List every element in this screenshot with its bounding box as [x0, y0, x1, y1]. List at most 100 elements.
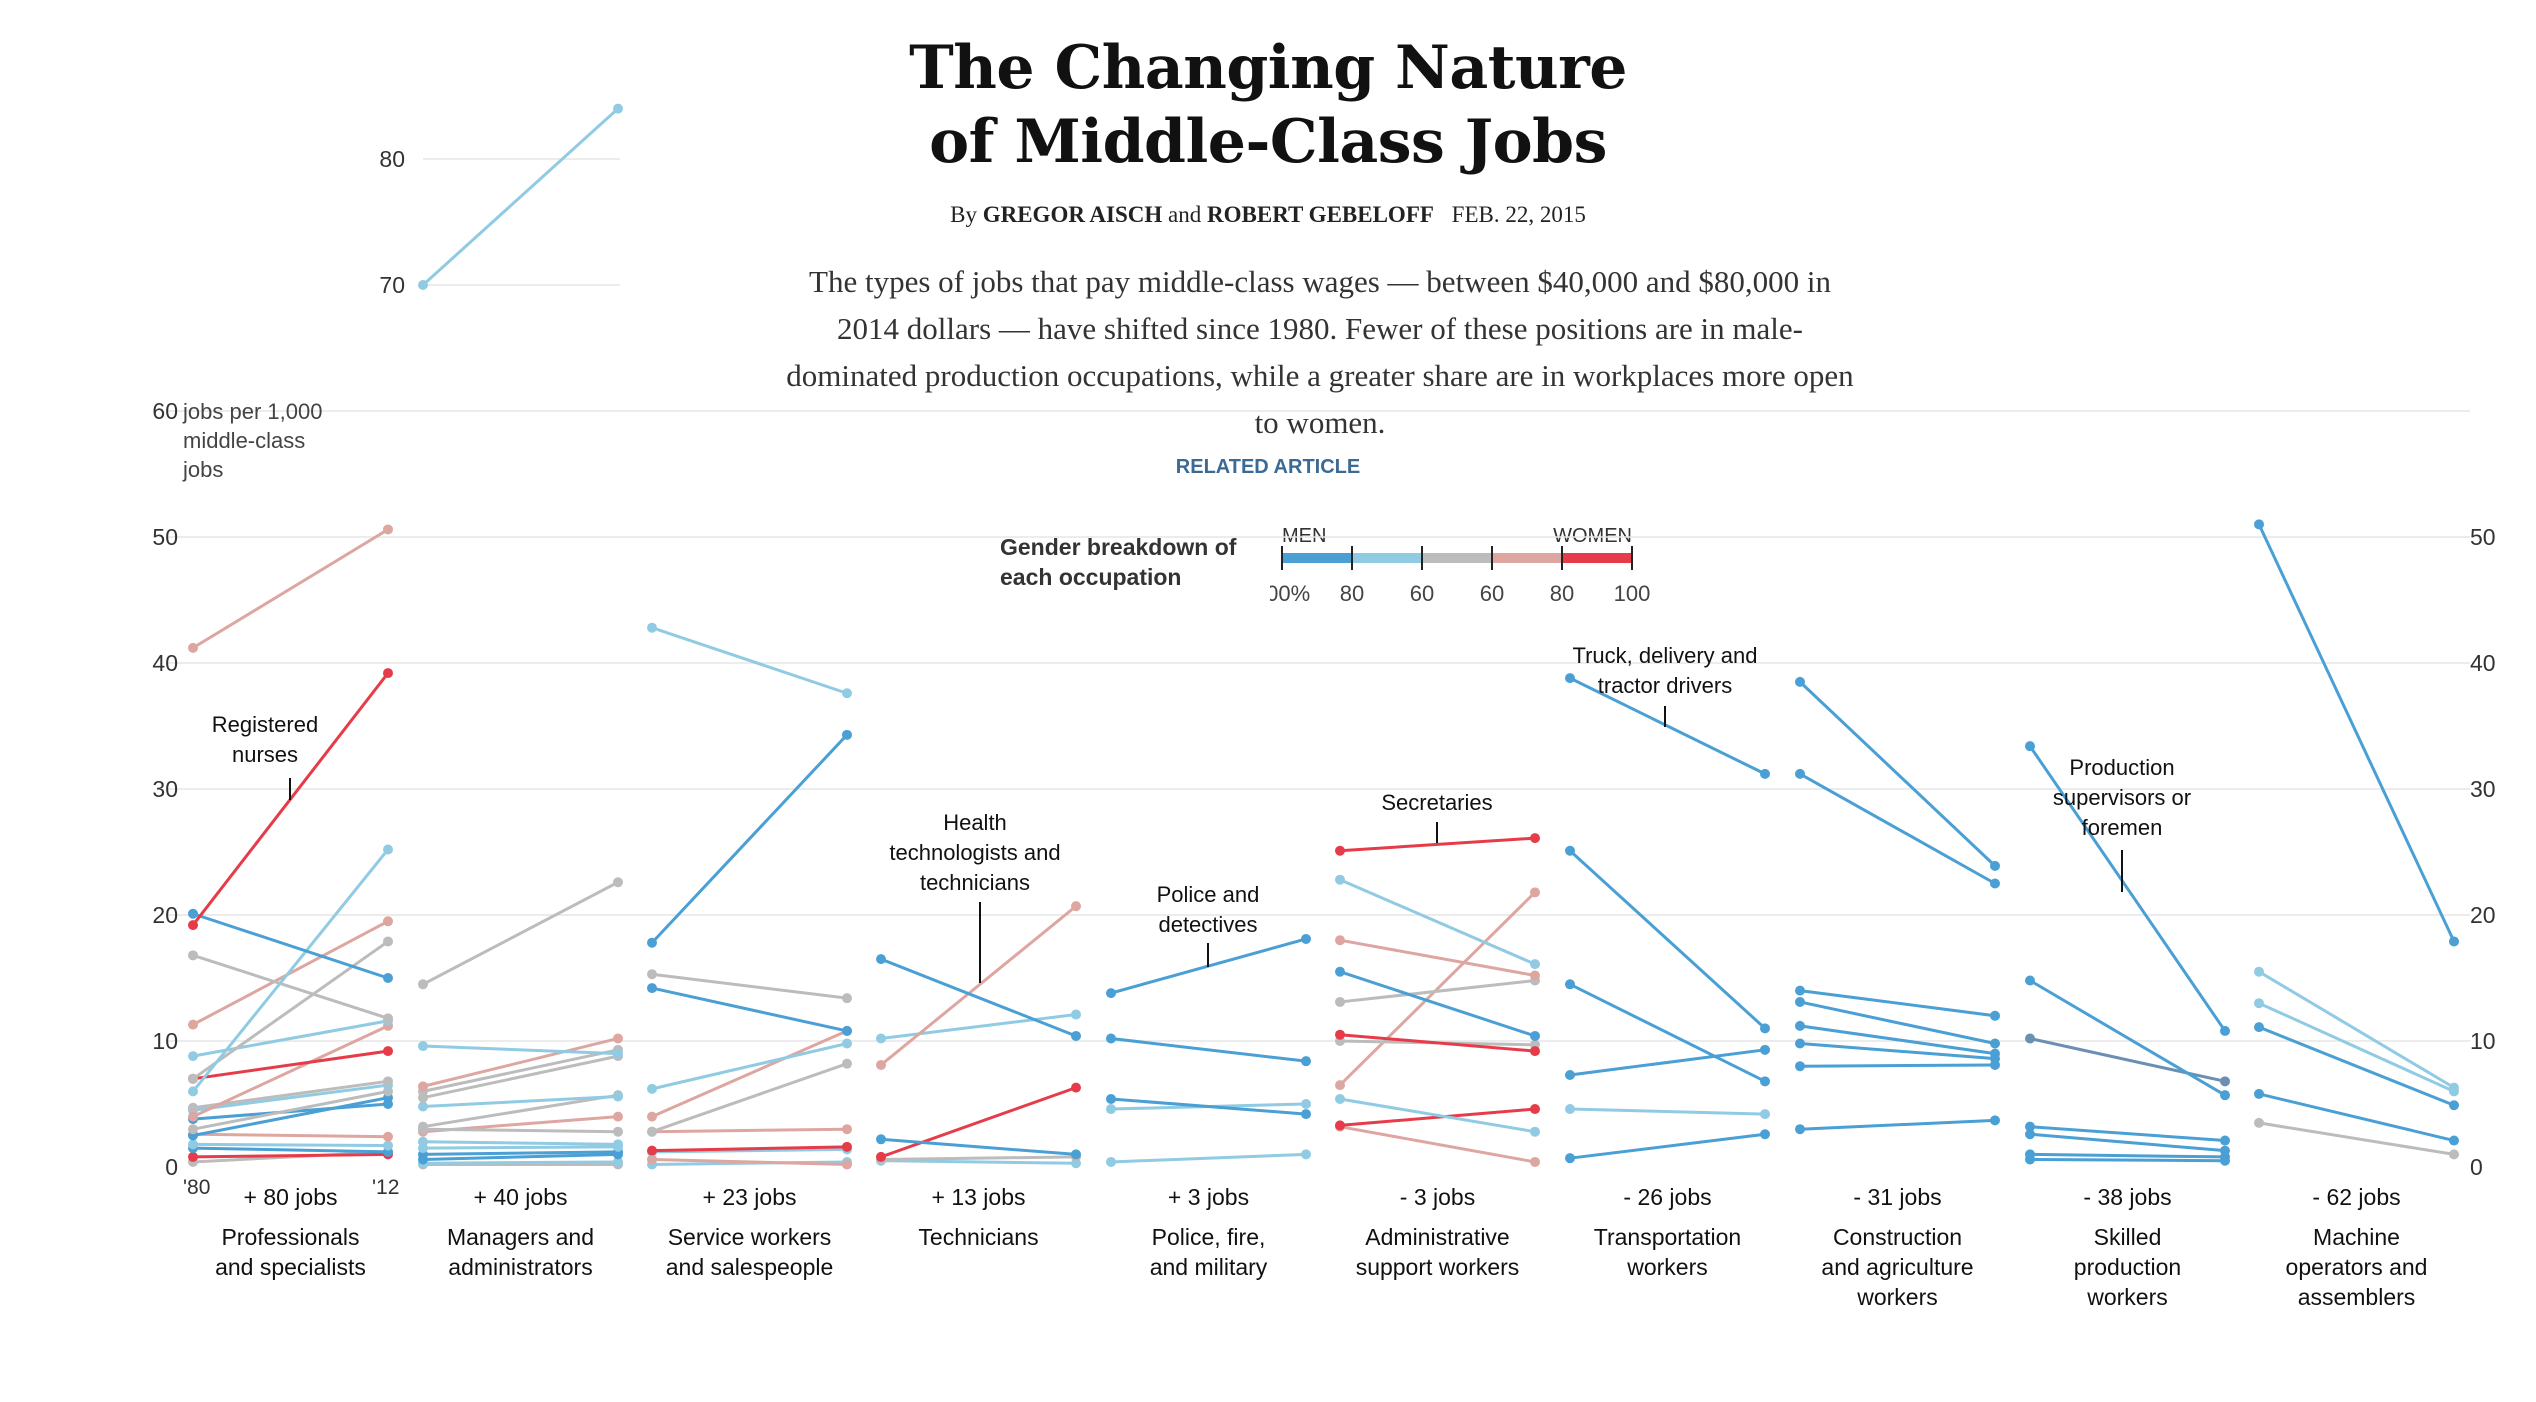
series-point-end[interactable] — [842, 993, 852, 1004]
series-point-start[interactable] — [1335, 935, 1345, 946]
series-point-start[interactable] — [1795, 996, 1805, 1007]
series-point-start[interactable] — [1335, 966, 1345, 977]
series-point-start[interactable] — [876, 1059, 886, 1070]
series-line[interactable] — [2257, 1025, 2456, 1107]
series-point-end[interactable] — [1071, 1082, 1081, 1093]
series-line[interactable] — [191, 919, 390, 1027]
series-point-start[interactable] — [2025, 975, 2035, 986]
series-line[interactable] — [2257, 1092, 2456, 1143]
series-point-end[interactable] — [1530, 959, 1540, 970]
series-point-start[interactable] — [188, 1139, 198, 1150]
series-line[interactable] — [191, 1083, 390, 1112]
series-point-start[interactable] — [1795, 1020, 1805, 1031]
series-point-end[interactable] — [383, 668, 393, 679]
series-point-start[interactable] — [1795, 1124, 1805, 1135]
series-point-end[interactable] — [1530, 887, 1540, 898]
series-point-end[interactable] — [613, 103, 623, 114]
series-point-end[interactable] — [613, 1048, 623, 1059]
series-point-start[interactable] — [1335, 874, 1345, 885]
series-line[interactable] — [421, 107, 620, 287]
series-point-end[interactable] — [1301, 1149, 1311, 1160]
series-line[interactable] — [1338, 1097, 1537, 1134]
series-point-end[interactable] — [1301, 933, 1311, 944]
series-point-end[interactable] — [2449, 1100, 2459, 1111]
series-point-end[interactable] — [2449, 1082, 2459, 1093]
series-point-end[interactable] — [613, 1139, 623, 1150]
series-point-start[interactable] — [2025, 1033, 2035, 1044]
series-point-start[interactable] — [876, 1134, 886, 1145]
series-point-end[interactable] — [383, 1140, 393, 1151]
series-point-start[interactable] — [2254, 1022, 2264, 1033]
series-line[interactable] — [1568, 1107, 1767, 1116]
series-point-end[interactable] — [2220, 1135, 2230, 1146]
series-point-end[interactable] — [1530, 1030, 1540, 1041]
series-point-end[interactable] — [1530, 1156, 1540, 1167]
series-point-start[interactable] — [418, 1136, 428, 1147]
series-line[interactable] — [421, 1044, 620, 1056]
series-point-end[interactable] — [1530, 1104, 1540, 1115]
series-point-start[interactable] — [418, 1121, 428, 1132]
series-line[interactable] — [1798, 1118, 1997, 1131]
series-line[interactable] — [879, 1013, 1078, 1040]
series-line[interactable] — [191, 847, 390, 1093]
series-point-end[interactable] — [2220, 1025, 2230, 1036]
series-point-start[interactable] — [1795, 985, 1805, 996]
series-point-end[interactable] — [383, 973, 393, 983]
series-line[interactable] — [421, 1094, 620, 1109]
series-line[interactable] — [1338, 938, 1537, 977]
series-point-start[interactable] — [647, 1111, 657, 1122]
series-line[interactable] — [421, 1160, 620, 1165]
series-point-end[interactable] — [1990, 1048, 2000, 1059]
series-point-start[interactable] — [1106, 988, 1116, 999]
series-line[interactable] — [1338, 1125, 1537, 1164]
series-line[interactable] — [1109, 1097, 1308, 1116]
series-point-end[interactable] — [613, 1111, 623, 1122]
series-line[interactable] — [879, 904, 1078, 1067]
byline-author-1[interactable]: GREGOR AISCH — [982, 202, 1163, 227]
series-point-start[interactable] — [2025, 1121, 2035, 1132]
series-point-start[interactable] — [188, 1151, 198, 1162]
series-point-end[interactable] — [842, 1038, 852, 1049]
series-line[interactable] — [1109, 1036, 1308, 1063]
series-line[interactable] — [650, 626, 849, 695]
series-point-end[interactable] — [1301, 1099, 1311, 1109]
series-line[interactable] — [191, 527, 390, 650]
series-point-start[interactable] — [647, 969, 657, 980]
series-line[interactable] — [2257, 522, 2456, 943]
series-point-start[interactable] — [1565, 1104, 1575, 1115]
series-line[interactable] — [1338, 890, 1537, 1087]
series-point-end[interactable] — [2220, 1076, 2230, 1087]
series-line[interactable] — [1798, 1000, 1997, 1046]
series-point-start[interactable] — [418, 1081, 428, 1092]
series-line[interactable] — [650, 986, 849, 1033]
series-line[interactable] — [191, 939, 390, 1081]
series-line[interactable] — [650, 733, 849, 945]
series-point-start[interactable] — [1106, 1033, 1116, 1044]
series-line[interactable] — [650, 1062, 849, 1134]
series-point-start[interactable] — [188, 1124, 198, 1135]
series-point-end[interactable] — [1760, 1076, 1770, 1087]
series-point-end[interactable] — [2449, 1149, 2459, 1160]
series-point-start[interactable] — [647, 1126, 657, 1137]
series-point-end[interactable] — [2449, 1135, 2459, 1146]
series-point-end[interactable] — [842, 729, 852, 740]
series-point-end[interactable] — [1071, 1030, 1081, 1041]
series-point-start[interactable] — [1565, 979, 1575, 990]
series-line[interactable] — [1568, 1048, 1767, 1077]
series-point-start[interactable] — [188, 908, 198, 919]
series-point-end[interactable] — [1530, 833, 1540, 844]
series-point-end[interactable] — [1530, 1126, 1540, 1137]
series-line[interactable] — [421, 1145, 620, 1150]
series-point-start[interactable] — [647, 1145, 657, 1156]
series-point-start[interactable] — [418, 1101, 428, 1112]
series-line[interactable] — [191, 1079, 390, 1110]
series-point-start[interactable] — [1335, 845, 1345, 856]
series-line[interactable] — [421, 1152, 620, 1161]
series-line[interactable] — [191, 1049, 390, 1081]
series-line[interactable] — [1568, 1132, 1767, 1160]
series-point-end[interactable] — [1301, 1109, 1311, 1120]
series-point-end[interactable] — [1760, 1023, 1770, 1034]
series-line[interactable] — [2028, 1157, 2227, 1163]
series-line[interactable] — [191, 912, 390, 980]
series-point-start[interactable] — [1335, 1029, 1345, 1040]
